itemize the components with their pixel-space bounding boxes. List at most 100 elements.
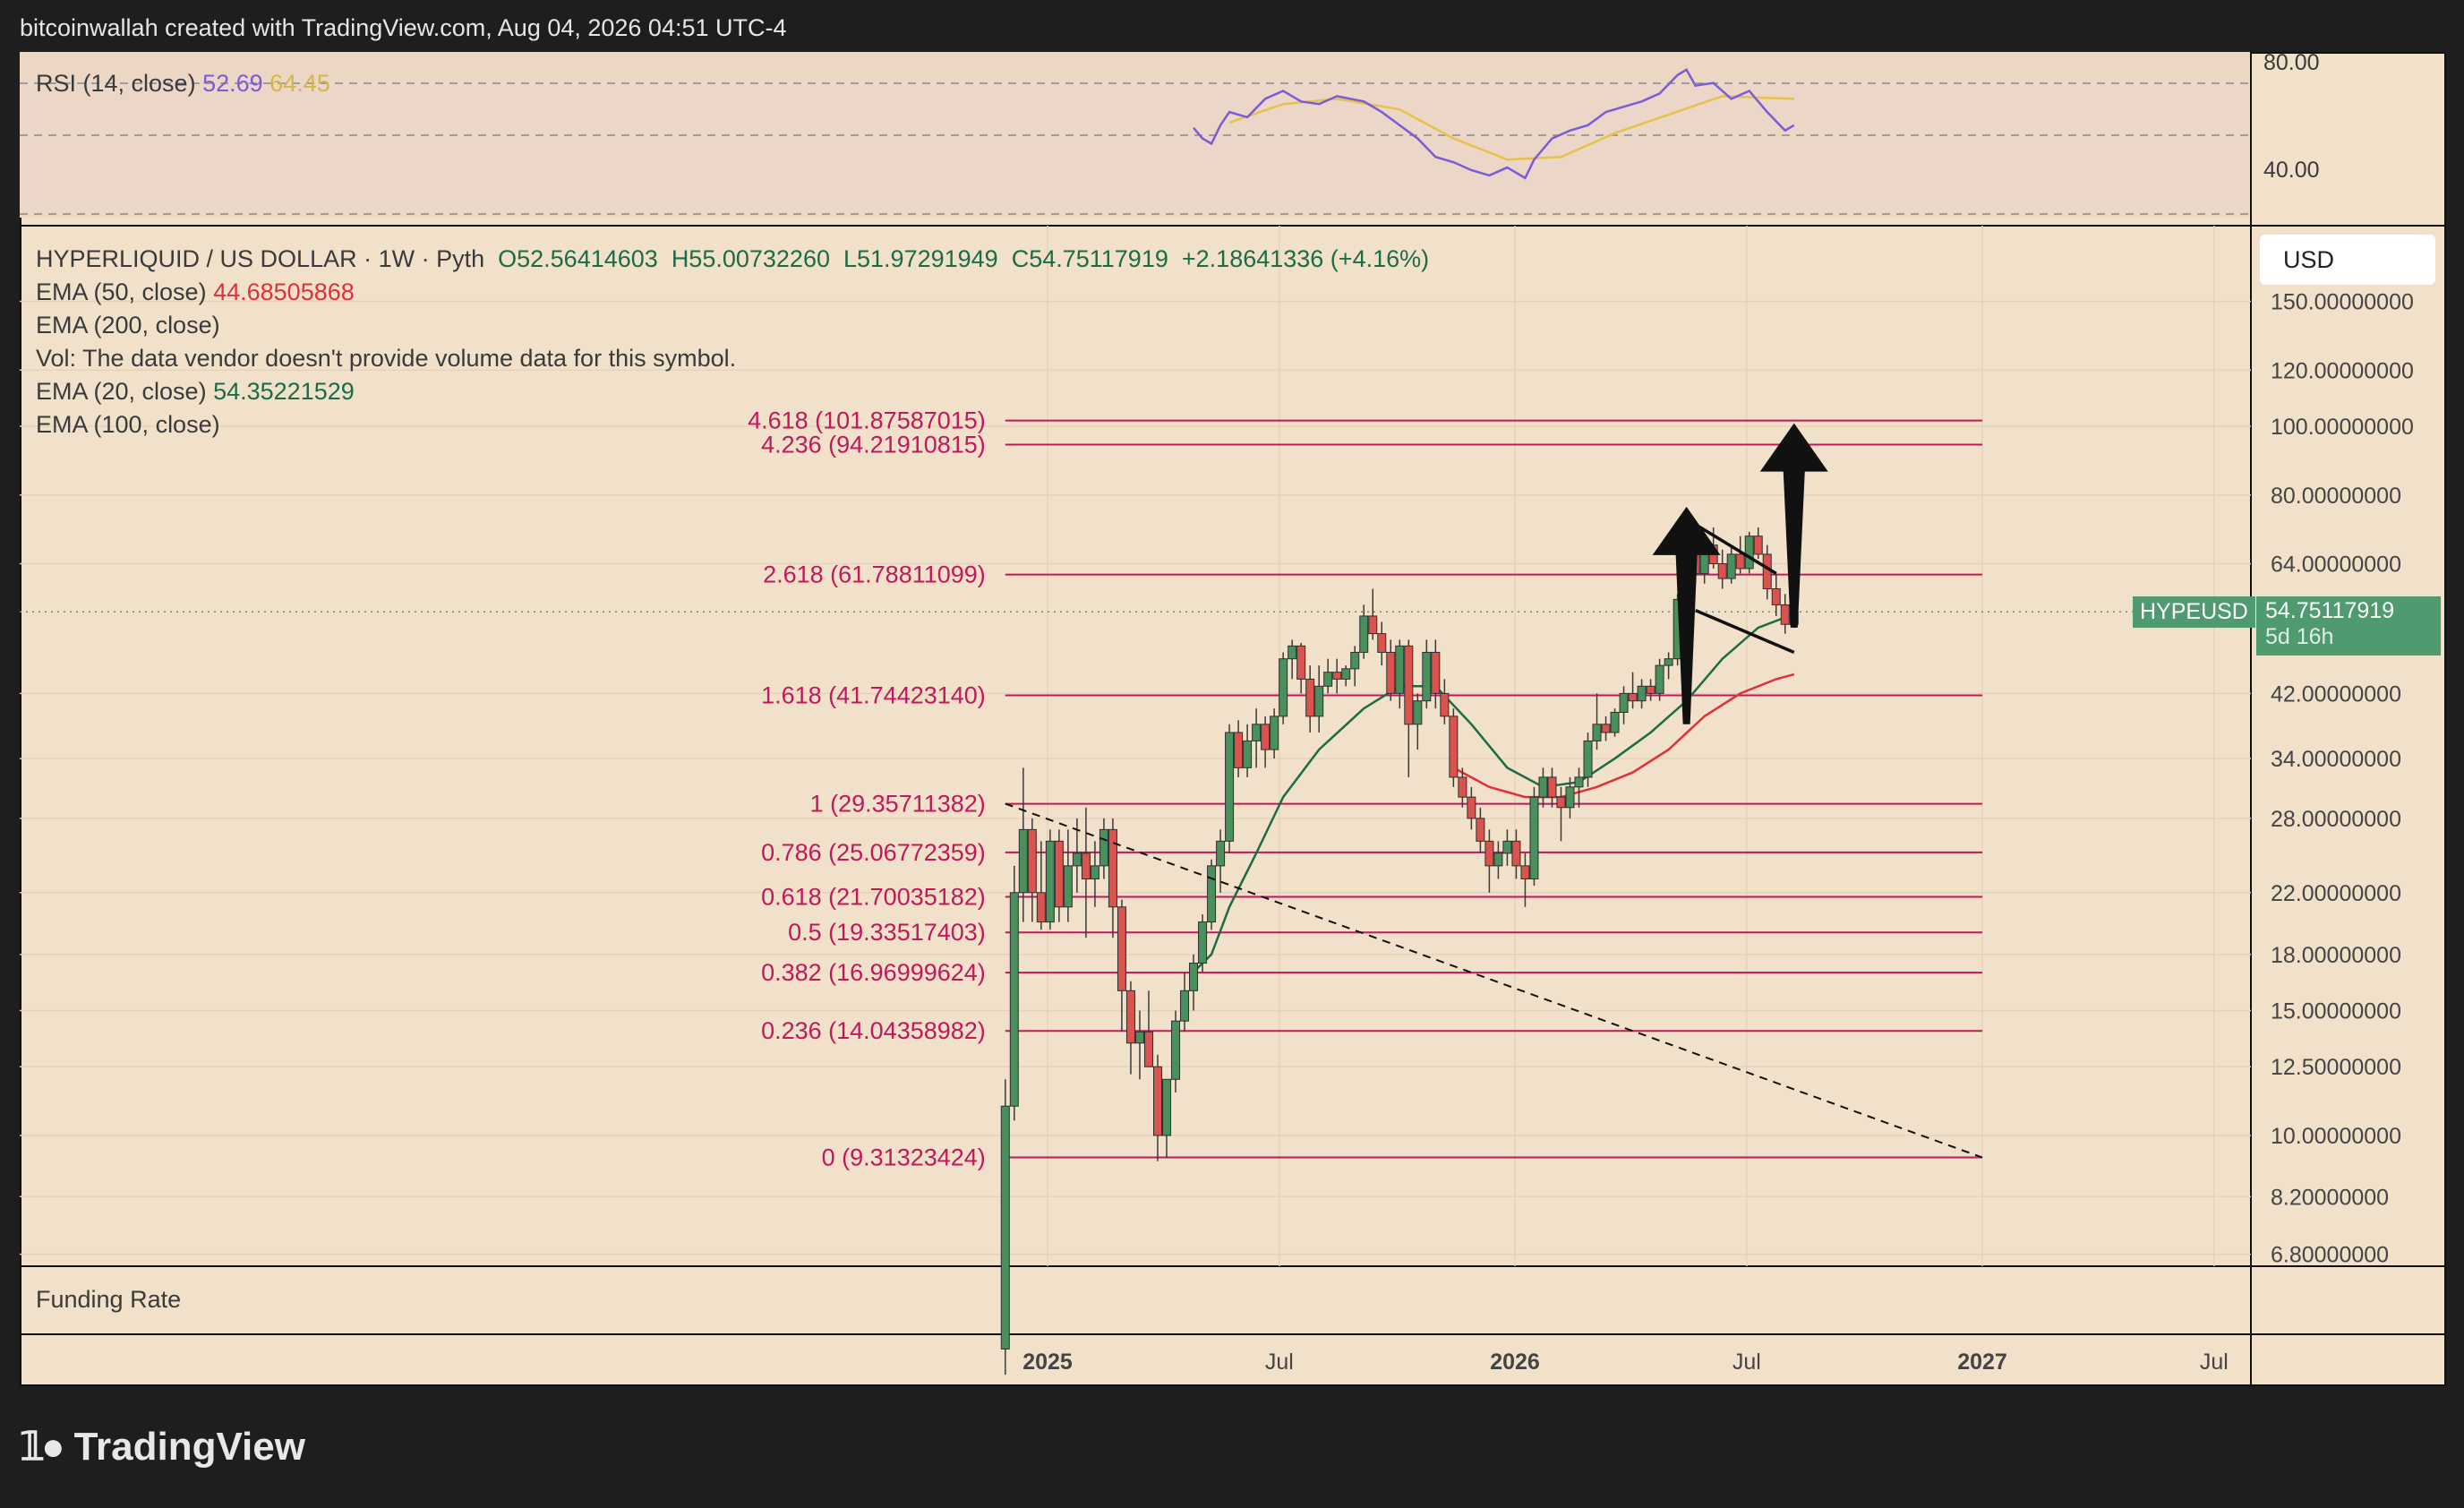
price-tick-label: 28.00000000 — [2271, 807, 2401, 832]
candle — [1314, 665, 1324, 733]
price-tick-label: 150.00000000 — [2271, 290, 2414, 315]
candle-body — [1350, 651, 1360, 670]
candle — [1171, 1010, 1181, 1092]
chart-frame — [20, 52, 2446, 1386]
time-tick-label: 2027 — [1957, 1349, 2007, 1375]
fib-label: 4.618 (101.87587015) — [748, 407, 986, 434]
ema50-line — [1452, 673, 1795, 799]
candle-body — [1332, 672, 1342, 680]
candle — [1063, 829, 1073, 922]
fib-label: 0.618 (21.70035182) — [761, 884, 986, 911]
candle — [1054, 829, 1064, 922]
volume-legend[interactable]: Vol: The data vendor doesn't provide vol… — [36, 345, 737, 372]
candle — [1574, 767, 1584, 808]
price-tick-label: 10.00000000 — [2271, 1124, 2401, 1149]
ema50-legend[interactable]: EMA (50, close) 44.68505868 — [36, 278, 355, 306]
candle-body — [1529, 796, 1539, 880]
candle-body — [1296, 645, 1306, 680]
funding-rate-label: Funding Rate — [36, 1286, 182, 1313]
candle — [1538, 767, 1548, 808]
candle — [1431, 639, 1441, 709]
candle — [1646, 679, 1656, 701]
candle-body — [1458, 776, 1467, 798]
tradingview-footer[interactable]: 𝟙● TradingView — [20, 1424, 305, 1469]
fib-label: 4.236 (94.21910815) — [761, 431, 986, 458]
candle — [1108, 818, 1117, 938]
bar-countdown: 5d 16h — [2265, 624, 2334, 649]
candle — [1386, 639, 1396, 701]
time-tick-label: Jul — [1265, 1349, 1294, 1375]
price-tick-label: 8.20000000 — [2271, 1185, 2389, 1210]
ema20-legend[interactable]: EMA (20, close) 54.35221529 — [36, 378, 355, 406]
candle — [1735, 536, 1745, 574]
ohlc-open: O52.56414603 — [498, 245, 658, 272]
candle-body — [1234, 732, 1244, 768]
candle — [1511, 829, 1521, 879]
candle-body — [1610, 711, 1620, 733]
candle — [1027, 818, 1037, 922]
last-price-tag: 54.75117919 5d 16h — [2256, 596, 2441, 655]
candle-body — [1467, 796, 1476, 819]
candle — [1493, 841, 1503, 879]
candle-body — [1288, 645, 1297, 660]
candle-body — [1511, 840, 1521, 867]
candle-body — [1377, 633, 1387, 653]
chart-header-title: bitcoinwallah created with TradingView.c… — [20, 14, 787, 41]
candle-body — [1207, 865, 1217, 923]
candle — [1234, 720, 1244, 777]
fib-label: 0.786 (25.06772359) — [761, 839, 986, 866]
candle — [1762, 544, 1772, 600]
candle-body — [1143, 1031, 1153, 1067]
time-tick-label: 2026 — [1490, 1349, 1540, 1375]
candles — [1000, 523, 1799, 1375]
ema100-legend[interactable]: EMA (100, close) — [36, 411, 220, 438]
candle — [1780, 594, 1790, 634]
candle — [1341, 665, 1351, 687]
candle — [1000, 1079, 1010, 1375]
rsi-level-40: 40.00 — [2263, 158, 2320, 183]
candle — [1072, 818, 1082, 893]
rsi-ma-value: 64.45 — [270, 70, 330, 97]
ema200-legend[interactable]: EMA (200, close) — [36, 312, 220, 338]
candle-body — [1753, 536, 1763, 555]
fib-label: 0.382 (16.96999624) — [761, 959, 986, 986]
symbol-name: HYPERLIQUID / US DOLLAR · 1W · Pyth — [36, 245, 485, 272]
candle — [1771, 573, 1781, 616]
candle-body — [1493, 853, 1503, 867]
ohlc-high: H55.00732260 — [671, 245, 830, 272]
flag-channel-line — [1694, 609, 1795, 655]
candle — [1664, 652, 1673, 680]
price-tick-label: 100.00000000 — [2271, 415, 2414, 440]
currency-button[interactable]: USD — [2260, 235, 2435, 285]
symbol-legend[interactable]: HYPERLIQUID / US DOLLAR · 1W · Pyth O52.… — [36, 245, 1429, 273]
candle-body — [1717, 563, 1727, 579]
candle — [1018, 767, 1028, 922]
candle — [1458, 767, 1467, 808]
candle-body — [1054, 840, 1064, 908]
candle-body — [1359, 615, 1369, 653]
candle-body — [1520, 865, 1530, 880]
candle — [1350, 646, 1360, 687]
price-tick-label: 120.00000000 — [2271, 358, 2414, 383]
fib-label: 0 (9.31323424) — [822, 1144, 986, 1170]
candle-body — [1404, 645, 1414, 725]
candle — [1449, 708, 1459, 787]
candle — [1152, 1054, 1162, 1161]
time-axis-ticks: 2025 Jul 2026 Jul 2027 Jul — [1022, 1349, 2229, 1375]
candle — [1270, 708, 1279, 759]
ema20-value: 54.35221529 — [213, 378, 355, 405]
candle — [1529, 786, 1539, 887]
candle — [1225, 724, 1235, 853]
candle-body — [1619, 692, 1629, 713]
candle-body — [1726, 553, 1736, 579]
candle-body — [1484, 840, 1494, 867]
candle-body — [1305, 678, 1315, 717]
candle-body — [1243, 740, 1253, 768]
candle-body — [1099, 828, 1108, 867]
candle — [1180, 972, 1190, 1032]
candle-body — [1081, 853, 1091, 880]
candle — [1090, 841, 1099, 907]
last-price-value: 54.75117919 — [2265, 598, 2395, 623]
ema50-value: 44.68505868 — [213, 278, 355, 305]
